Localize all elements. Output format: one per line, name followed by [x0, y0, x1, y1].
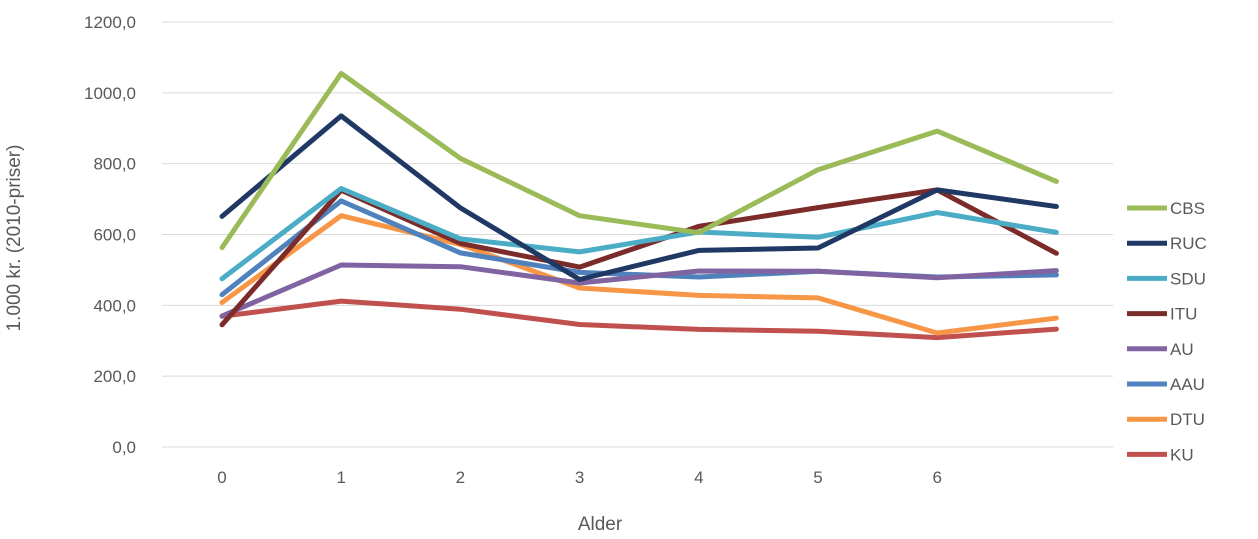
- x-axis-title: Alder: [578, 514, 623, 535]
- legend-label: AAU: [1170, 375, 1205, 394]
- y-tick-label: 1200,0: [84, 13, 136, 32]
- legend-label: KU: [1170, 445, 1194, 464]
- x-tick-label: 1: [336, 468, 345, 487]
- series-line-dtu: [219, 213, 1059, 336]
- legend-label: SDU: [1170, 269, 1206, 288]
- legend-label: DTU: [1170, 410, 1205, 429]
- x-axis-tick-labels: 0 1 2 3 4 5 6: [217, 468, 942, 487]
- series-lines: [219, 70, 1059, 341]
- x-tick-label: 6: [932, 468, 941, 487]
- legend-label: AU: [1170, 340, 1194, 359]
- legend-item-au: AU: [1127, 340, 1194, 359]
- legend-item-ku: KU: [1127, 445, 1194, 464]
- y-tick-label: 0,0: [112, 438, 136, 457]
- y-tick-label: 1000,0: [84, 84, 136, 103]
- x-tick-label: 3: [575, 468, 584, 487]
- x-tick-label: 0: [217, 468, 226, 487]
- series-line-itu: [219, 187, 1059, 328]
- legend-item-itu: ITU: [1127, 305, 1197, 324]
- y-axis-tick-labels: 0,0 200,0 400,0 600,0 800,0 1000,0 1200,0: [84, 13, 136, 457]
- y-tick-label: 200,0: [93, 367, 136, 386]
- series-line-ku: [219, 298, 1059, 341]
- x-tick-label: 5: [813, 468, 822, 487]
- series-line-ruc: [219, 113, 1059, 282]
- y-axis-title: 1.000 kr. (2010-priser): [4, 145, 25, 332]
- x-tick-label: 2: [456, 468, 465, 487]
- x-tick-label: 4: [694, 468, 703, 487]
- legend-label: RUC: [1170, 234, 1207, 253]
- legend-item-aau: AAU: [1127, 375, 1205, 394]
- legend-item-sdu: SDU: [1127, 269, 1206, 288]
- series-line-cbs: [219, 70, 1059, 251]
- series-line-sdu: [219, 186, 1059, 282]
- legend: CBS RUC SDU ITU AU AAU DTU KU: [1127, 199, 1207, 464]
- legend-label: CBS: [1170, 199, 1205, 218]
- legend-item-ruc: RUC: [1127, 234, 1207, 253]
- y-tick-label: 400,0: [93, 296, 136, 315]
- y-tick-label: 600,0: [93, 226, 136, 245]
- legend-item-cbs: CBS: [1127, 199, 1205, 218]
- series-line-au: [219, 262, 1059, 319]
- legend-item-dtu: DTU: [1127, 410, 1205, 429]
- legend-label: ITU: [1170, 305, 1197, 324]
- y-tick-label: 800,0: [93, 155, 136, 174]
